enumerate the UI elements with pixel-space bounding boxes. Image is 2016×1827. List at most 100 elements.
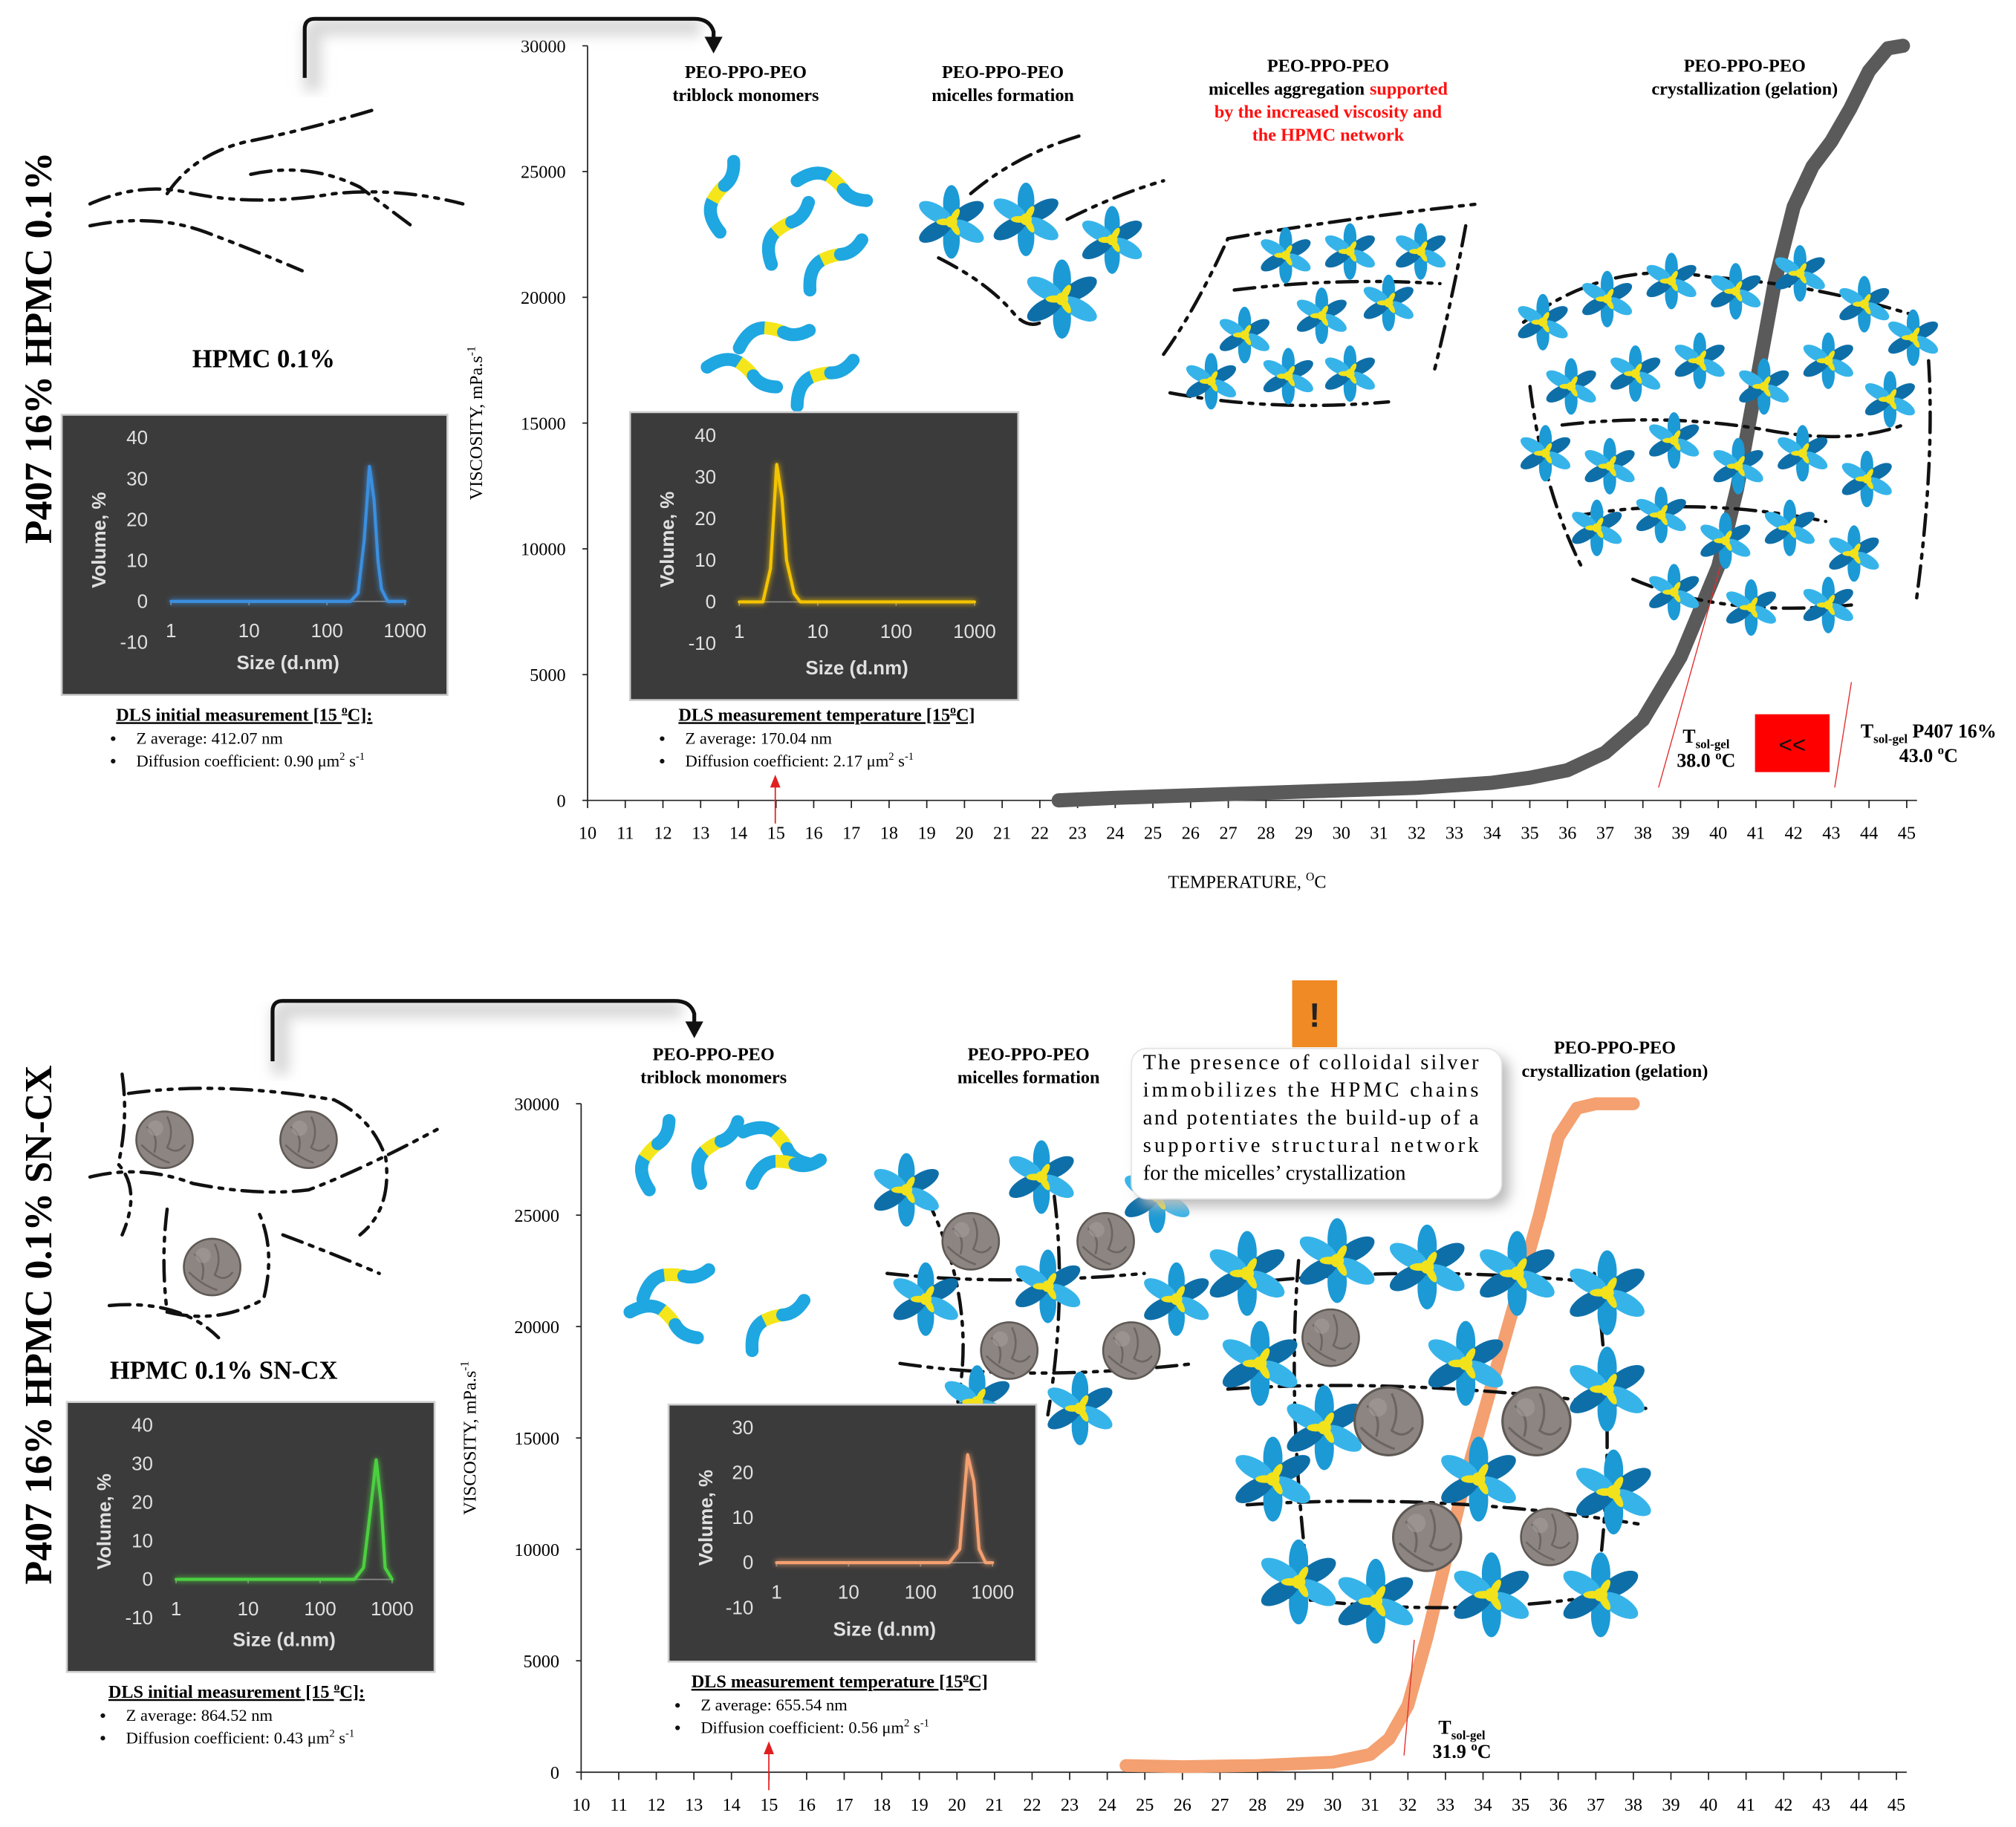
- y-axis-label: VISCOSITY, mPa.s-1: [465, 346, 487, 500]
- x-tick-label: 29: [1286, 1795, 1304, 1815]
- note-item-part: Diffusion coefficient: 0.90 μm: [136, 752, 339, 770]
- tsol-label: Tsol-gel P407 16%: [1861, 720, 1997, 746]
- stage-label-part: micelles formation: [931, 85, 1074, 105]
- note-title-part: C]: [969, 1672, 988, 1692]
- x-tick-label: 34: [1474, 1795, 1492, 1815]
- polymer-chain: [937, 256, 1044, 326]
- note-item-part: 2: [888, 751, 894, 763]
- x-tick-label: 1: [734, 620, 744, 642]
- note-item-part: Z average: 170.04 nm: [686, 729, 833, 748]
- stage-label: micelles formation: [957, 1067, 1100, 1087]
- x-tick-label: 100: [304, 1598, 336, 1620]
- x-tick-label: 32: [1408, 824, 1425, 844]
- sample-label: HPMC 0.1% SN-CX: [110, 1357, 338, 1385]
- x-tick-label: 13: [685, 1795, 703, 1815]
- silver-particle: [1501, 1386, 1572, 1456]
- y-tick-label: 40: [695, 424, 716, 446]
- x-tick-label: 39: [1671, 824, 1689, 844]
- stage-label: PEO-PPO-PEO: [1267, 56, 1389, 76]
- x-tick-label: 22: [1023, 1795, 1041, 1815]
- bullet: [660, 736, 665, 741]
- x-tick-label: 28: [1249, 1795, 1266, 1815]
- polymer-chain: [88, 218, 305, 273]
- tsol-line: [1658, 566, 1721, 788]
- y-tick-label: 30: [126, 467, 148, 489]
- note-title-part: DLS measurement temperature [15: [692, 1672, 963, 1692]
- x-tick-label: 23: [1061, 1795, 1079, 1815]
- stage-label: PEO-PPO-PEO: [968, 1044, 1090, 1064]
- silver-particle: [279, 1110, 338, 1170]
- x-tick-label: 33: [1446, 824, 1463, 844]
- bullet: [111, 736, 116, 741]
- y-axis-label-part: -1: [459, 1361, 472, 1371]
- inset-frame: [628, 411, 1020, 701]
- note-item-part: s: [909, 1718, 920, 1736]
- x-tick-label: 31: [1362, 1795, 1379, 1815]
- stage-label-part: micelles formation: [957, 1067, 1100, 1087]
- x-tick-label: 19: [911, 1795, 929, 1815]
- x-tick-label: 10: [238, 1598, 259, 1620]
- x-tick-label: 20: [948, 1795, 966, 1815]
- stage-label: triblock monomers: [640, 1067, 787, 1087]
- x-tick-label: 1: [171, 1598, 181, 1620]
- x-tick-label: 16: [798, 1795, 816, 1815]
- y-tick-label: 40: [126, 426, 148, 449]
- y-tick-label: 20000: [514, 1318, 559, 1338]
- note-item: Diffusion coefficient: 0.56 μm2 s-1: [700, 1717, 929, 1736]
- note-title-part: DLS measurement temperature [15: [678, 705, 950, 725]
- tsol-label-part: T: [1682, 726, 1695, 747]
- note-title-part: C]:: [348, 705, 373, 725]
- callout-line: for the micelles’ crystallization: [1143, 1162, 1406, 1185]
- x-tick-label: 11: [617, 824, 634, 844]
- stage-label: triblock monomers: [672, 85, 819, 105]
- y-tick-label: 30: [131, 1452, 153, 1474]
- polymer-chain: [1220, 1259, 1648, 1609]
- x-tick-label: 42: [1775, 1795, 1792, 1815]
- polymer-chain: [1630, 577, 1853, 610]
- polymer-chain: [126, 1087, 388, 1237]
- x-axis-label-part: C: [1314, 872, 1326, 892]
- stage-label-part: PEO-PPO-PEO: [1554, 1038, 1676, 1058]
- x-tick-label: 37: [1587, 1795, 1604, 1815]
- y-tick-label: 10: [695, 549, 716, 571]
- silver-particle: [1102, 1321, 1161, 1380]
- stage-label-part: PEO-PPO-PEO: [942, 62, 1064, 82]
- x-tick-label: 26: [1174, 1795, 1191, 1815]
- note-title-part: DLS initial measurement [15: [116, 705, 342, 725]
- callout-line: The presence of colloidal silver: [1143, 1051, 1479, 1074]
- silver-particle: [1353, 1386, 1424, 1456]
- note-item-part: -1: [356, 751, 365, 763]
- callout-icon-box: [1292, 980, 1338, 1048]
- x-tick-label: 36: [1550, 1795, 1567, 1815]
- stage-label-part: triblock monomers: [640, 1067, 787, 1087]
- x-tick-label: 32: [1399, 1795, 1417, 1815]
- x-tick-label: 18: [873, 1795, 891, 1815]
- polymer-chain: [1528, 385, 1584, 568]
- arrow-shadow: [303, 17, 701, 91]
- x-tick-label: 1000: [383, 619, 426, 642]
- polymer-chain: [969, 134, 1082, 195]
- bullet: [100, 1736, 105, 1741]
- x-tick-label: 43: [1822, 824, 1840, 844]
- x-axis-label: Size (d.nm): [805, 657, 908, 679]
- polymer-chain: [1232, 279, 1442, 292]
- polymer-chain: [88, 1127, 439, 1194]
- data-line: [775, 1453, 995, 1565]
- x-tick-label: 25: [1136, 1795, 1154, 1815]
- bullet: [675, 1703, 680, 1708]
- process-arrow: [302, 16, 716, 78]
- data-line: [175, 1458, 394, 1581]
- y-tick-label: 0: [556, 791, 565, 811]
- y-tick-label: 30: [695, 466, 716, 488]
- polymer-chain: [885, 1194, 1197, 1417]
- note-title: DLS initial measurement [15 oC]:: [116, 704, 372, 726]
- compare-label: <<: [1779, 732, 1806, 758]
- y-axis-label: Volume, %: [656, 492, 678, 587]
- note-title-part: C]: [956, 705, 975, 725]
- tsol-value: 38.0 oC: [1677, 748, 1735, 771]
- tsol-label-part: P407 16%: [1908, 720, 1997, 742]
- note-item-part: -1: [920, 1717, 929, 1729]
- stage-label-part: PEO-PPO-PEO: [1267, 56, 1389, 76]
- note-item-part: s: [345, 752, 355, 770]
- tsol-label: Tsol-gel: [1438, 1716, 1486, 1742]
